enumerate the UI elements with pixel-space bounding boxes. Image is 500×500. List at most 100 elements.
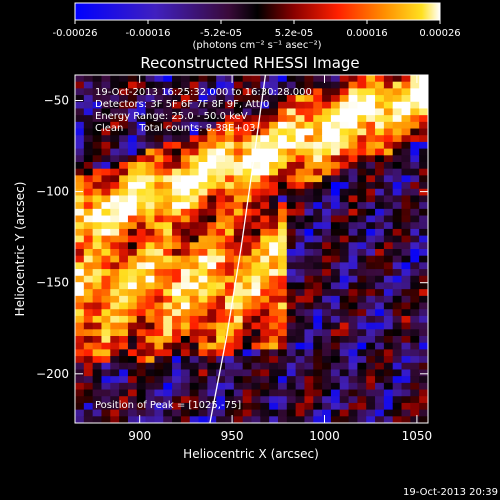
heatmap-cell xyxy=(242,282,253,290)
heatmap-cell xyxy=(375,416,385,423)
heatmap-cell xyxy=(198,222,208,230)
heatmap-cell xyxy=(101,336,111,344)
heatmap-cell xyxy=(392,162,403,170)
heatmap-cell xyxy=(216,269,226,277)
heatmap-cell xyxy=(260,222,270,230)
heatmap-cell xyxy=(189,269,200,277)
heatmap-cell xyxy=(207,275,217,284)
heatmap-cell xyxy=(119,396,129,404)
heatmap-cell xyxy=(277,121,288,130)
heatmap-cell xyxy=(392,322,403,330)
heatmap-cell xyxy=(348,88,358,96)
heatmap-cell xyxy=(207,175,217,183)
heatmap-cell xyxy=(410,289,420,297)
heatmap-cell xyxy=(127,95,138,103)
heatmap-cell xyxy=(136,349,147,357)
heatmap-cell xyxy=(339,389,350,397)
heatmap-cell xyxy=(101,101,111,110)
heatmap-cell xyxy=(101,228,111,237)
heatmap-cell xyxy=(127,81,138,89)
heatmap-cell xyxy=(136,262,147,270)
heatmap-cell xyxy=(339,255,350,263)
heatmap-cell xyxy=(136,336,147,344)
heatmap-cell xyxy=(198,75,208,83)
heatmap-cell xyxy=(242,295,253,304)
heatmap-cell xyxy=(277,262,288,270)
heatmap-cell xyxy=(313,128,323,136)
heatmap-cell xyxy=(189,369,200,377)
heatmap-cell xyxy=(242,369,253,377)
heatmap-cell xyxy=(75,208,85,217)
heatmap-cell xyxy=(119,162,129,170)
heatmap-cell xyxy=(330,322,341,330)
heatmap-cell xyxy=(216,228,226,237)
heatmap-cell xyxy=(83,322,94,330)
heatmap-cell xyxy=(145,141,156,150)
heatmap-cell xyxy=(304,322,314,330)
heatmap-cell xyxy=(313,115,323,123)
heatmap-cell xyxy=(375,309,385,317)
heatmap-cell xyxy=(295,275,306,284)
heatmap-cell xyxy=(233,282,244,290)
heatmap-cell xyxy=(154,315,164,324)
heatmap-cell xyxy=(75,168,85,176)
heatmap-cell xyxy=(313,396,323,404)
heatmap-cell xyxy=(260,115,270,123)
heatmap-cell xyxy=(419,309,428,317)
heatmap-cell xyxy=(348,356,358,364)
heatmap-cell xyxy=(295,309,306,317)
heatmap-cell xyxy=(198,162,208,170)
heatmap-cell xyxy=(101,356,111,364)
heatmap-cell xyxy=(375,396,385,404)
heatmap-cell xyxy=(401,262,411,270)
heatmap-cell xyxy=(145,182,156,190)
colorbar-unit-label: (photons cm⁻² s⁻¹ asec⁻²) xyxy=(192,40,321,51)
heatmap-cell xyxy=(233,382,244,391)
heatmap-cell xyxy=(383,215,394,223)
heatmap-cell xyxy=(119,222,129,230)
heatmap-cell xyxy=(110,349,120,357)
heatmap-cell xyxy=(375,95,385,103)
heatmap-cell xyxy=(277,275,288,284)
heatmap-cell xyxy=(295,315,306,324)
heatmap-cell xyxy=(92,242,103,250)
heatmap-cell xyxy=(92,121,103,130)
heatmap-cell xyxy=(322,121,332,130)
heatmap-cell xyxy=(136,249,147,257)
heatmap-cell xyxy=(375,362,385,371)
heatmap-cell xyxy=(207,356,217,364)
heatmap-cell xyxy=(198,228,208,237)
heatmap-cell xyxy=(313,155,323,163)
heatmap-cell xyxy=(295,382,306,391)
heatmap-cell xyxy=(322,329,332,337)
heatmap-cell xyxy=(110,409,120,417)
heatmap-cell xyxy=(295,295,306,304)
heatmap-cell xyxy=(401,128,411,136)
heatmap-cell xyxy=(189,195,200,203)
heatmap-cell xyxy=(383,101,394,110)
heatmap-cell xyxy=(419,121,428,130)
heatmap-cell xyxy=(322,95,332,103)
heatmap-cell xyxy=(172,342,182,350)
heatmap-cell xyxy=(419,262,428,270)
heatmap-cell xyxy=(304,282,314,290)
heatmap-cell xyxy=(383,322,394,330)
heatmap-cell xyxy=(392,309,403,317)
heatmap-cell xyxy=(136,108,147,116)
heatmap-cell xyxy=(145,195,156,203)
heatmap-cell xyxy=(83,396,94,404)
heatmap-cell xyxy=(260,235,270,243)
heatmap-cell xyxy=(339,162,350,170)
heatmap-cell xyxy=(330,342,341,350)
heatmap-cell xyxy=(392,336,403,344)
heatmap-cell xyxy=(136,228,147,237)
heatmap-cell xyxy=(286,336,297,344)
heatmap-cell xyxy=(375,269,385,277)
heatmap-cell xyxy=(172,242,182,250)
heatmap-cell xyxy=(233,215,244,223)
heatmap-cell xyxy=(366,282,376,290)
heatmap-cell xyxy=(189,108,200,116)
heatmap-cell xyxy=(145,215,156,223)
heatmap-cell xyxy=(136,409,147,417)
heatmap-cell xyxy=(322,356,332,364)
